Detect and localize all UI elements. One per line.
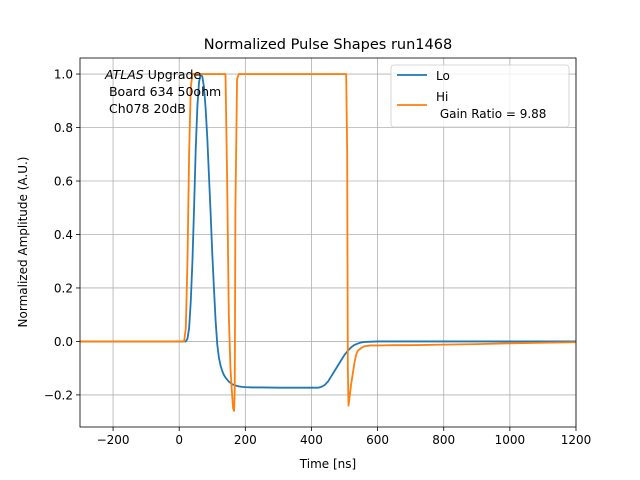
annotation-line-1: ATLAS Upgrade — [104, 67, 201, 82]
annotation-line-3-text: Ch078 20dB — [105, 101, 186, 116]
y-tick-label: 0.2 — [54, 281, 73, 295]
x-tick-label: 800 — [432, 433, 455, 447]
x-tick-label: 1200 — [561, 433, 592, 447]
plot-frame — [79, 57, 577, 428]
x-tick-label: 1000 — [495, 433, 526, 447]
legend-label-hi-line-1: Hi — [436, 90, 448, 104]
atlas-annotation: ATLAS Upgrade Board 634 50ohm Ch078 20dB — [104, 67, 221, 116]
y-axis-ticks: −0.2 0.0 0.2 0.4 0.6 0.8 1.0 — [44, 68, 80, 402]
legend: Lo Hi Gain Ratio = 9.88 — [390, 64, 570, 128]
x-tick-label: 400 — [300, 433, 323, 447]
y-tick-label: −0.2 — [44, 388, 73, 402]
legend-label-lo: Lo — [436, 69, 450, 83]
y-axis-label: Normalized Amplitude (A.U.) — [16, 157, 30, 328]
annotation-line-3: Ch078 20dB — [105, 101, 186, 116]
series-line-hi — [80, 73, 576, 412]
x-axis-ticks: −200 0 200 400 600 800 1000 1200 — [97, 427, 592, 447]
annotation-line-2-text: Board 634 50ohm — [105, 84, 221, 99]
x-axis-label: Time [ns] — [299, 457, 356, 471]
x-tick-label: 600 — [366, 433, 389, 447]
x-tick-label: −200 — [97, 433, 130, 447]
annotation-line-2: Board 634 50ohm — [105, 84, 221, 99]
x-tick-label: 0 — [175, 433, 183, 447]
legend-box — [390, 64, 570, 128]
series-line-lo — [80, 73, 576, 389]
series-layer — [80, 73, 576, 412]
legend-label-hi-line-2: Gain Ratio = 9.88 — [436, 107, 546, 121]
y-tick-label: 1.0 — [54, 68, 73, 82]
legend-label-hi: Hi Gain Ratio = 9.88 — [436, 90, 546, 121]
x-tick-label: 200 — [234, 433, 257, 447]
y-tick-label: 0.0 — [54, 335, 73, 349]
y-tick-label: 0.4 — [54, 228, 73, 242]
y-tick-label: 0.6 — [54, 175, 73, 189]
y-tick-label: 0.8 — [54, 121, 73, 135]
annotation-line-1-rest: Upgrade — [144, 67, 202, 82]
annotation-atlas-italic: ATLAS — [104, 67, 144, 82]
chart-title: Normalized Pulse Shapes run1468 — [204, 37, 452, 53]
